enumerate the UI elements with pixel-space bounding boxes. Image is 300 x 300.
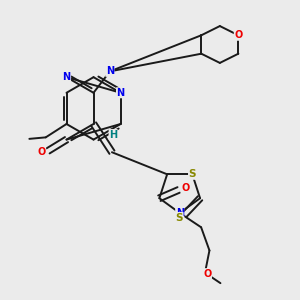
Text: S: S bbox=[189, 169, 196, 179]
Text: S: S bbox=[176, 212, 183, 223]
Text: O: O bbox=[203, 268, 212, 279]
Text: O: O bbox=[38, 147, 46, 158]
Text: O: O bbox=[181, 183, 189, 194]
Text: N: N bbox=[62, 72, 70, 82]
Text: O: O bbox=[234, 30, 242, 40]
Text: N: N bbox=[116, 88, 124, 98]
Text: H: H bbox=[109, 130, 117, 140]
Text: N: N bbox=[106, 66, 114, 76]
Text: N: N bbox=[176, 208, 184, 218]
